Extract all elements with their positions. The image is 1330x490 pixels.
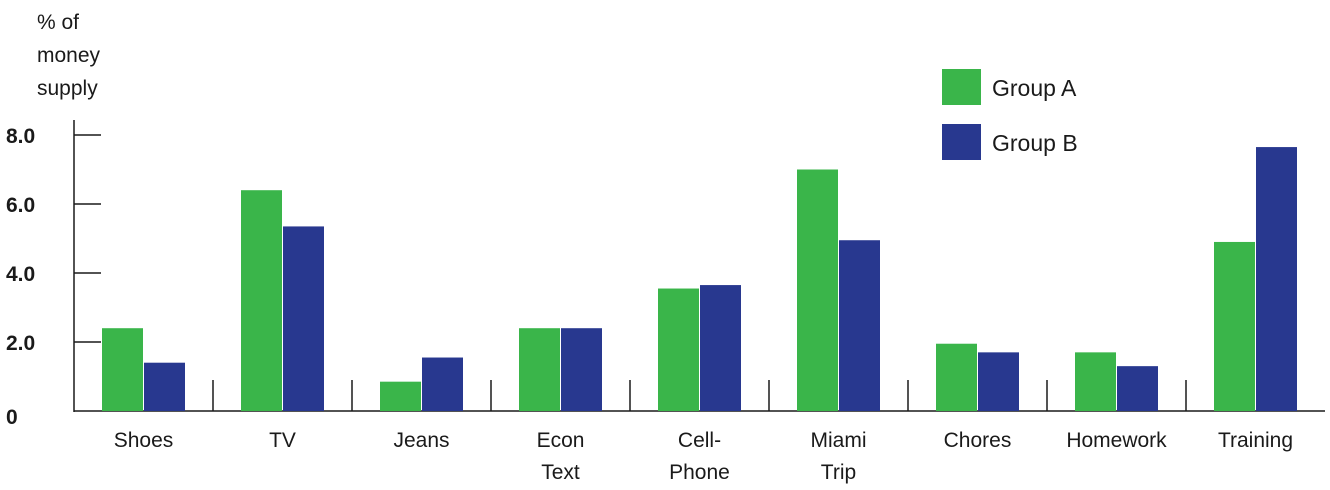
x-tick-label: Miami — [811, 429, 867, 452]
bar — [1214, 241, 1255, 411]
legend-swatch — [942, 124, 981, 160]
bar — [658, 288, 699, 411]
y-tick-label: 4.0 — [6, 263, 35, 286]
x-tick-labels: Shoes TV Jeans Econ Text Cell- Phone Miami Trip C… — [114, 429, 1293, 484]
x-tick-label: Trip — [821, 461, 856, 484]
bar — [1075, 352, 1116, 411]
x-tick-label: Phone — [669, 461, 730, 484]
legend-swatch — [942, 69, 981, 105]
bar — [561, 328, 602, 411]
axes: 0 2.0 4.0 6.0 8.0 — [6, 120, 1325, 429]
bar — [797, 169, 838, 411]
bar — [1117, 366, 1158, 411]
y-tick-label: 6.0 — [6, 194, 35, 217]
bar — [102, 328, 143, 411]
y-tick-label: 2.0 — [6, 332, 35, 355]
y-tick-label: 8.0 — [6, 125, 35, 148]
bars — [102, 147, 1297, 411]
bar — [144, 362, 185, 411]
bar — [936, 343, 977, 411]
x-tick-label: Text — [541, 461, 580, 484]
y-axis-title-line-3: supply — [37, 77, 98, 100]
x-tick-label: Econ — [537, 429, 585, 452]
bar — [978, 352, 1019, 411]
legend-label: Group B — [992, 130, 1078, 156]
x-tick-label: Jeans — [393, 429, 449, 452]
bar — [1256, 147, 1297, 411]
bar — [839, 240, 880, 411]
y-axis-title-line-2: money — [37, 44, 101, 67]
x-tick-label: Training — [1218, 429, 1293, 452]
x-tick-label: TV — [269, 429, 296, 452]
x-tick-label: Shoes — [114, 429, 174, 452]
bar — [700, 285, 741, 411]
legend: Group A Group B — [942, 69, 1078, 160]
bar — [283, 226, 324, 411]
bar — [380, 381, 421, 411]
x-tick-label: Chores — [944, 429, 1012, 452]
x-tick-label: Cell- — [678, 429, 721, 452]
x-tick-label: Homework — [1066, 429, 1167, 452]
legend-label: Group A — [992, 75, 1077, 101]
bar — [241, 190, 282, 411]
y-tick-label: 0 — [6, 406, 18, 429]
y-axis-title: % of money supply — [37, 11, 101, 100]
y-axis-title-line-1: % of — [37, 11, 79, 34]
bar — [422, 357, 463, 411]
bar — [519, 328, 560, 411]
